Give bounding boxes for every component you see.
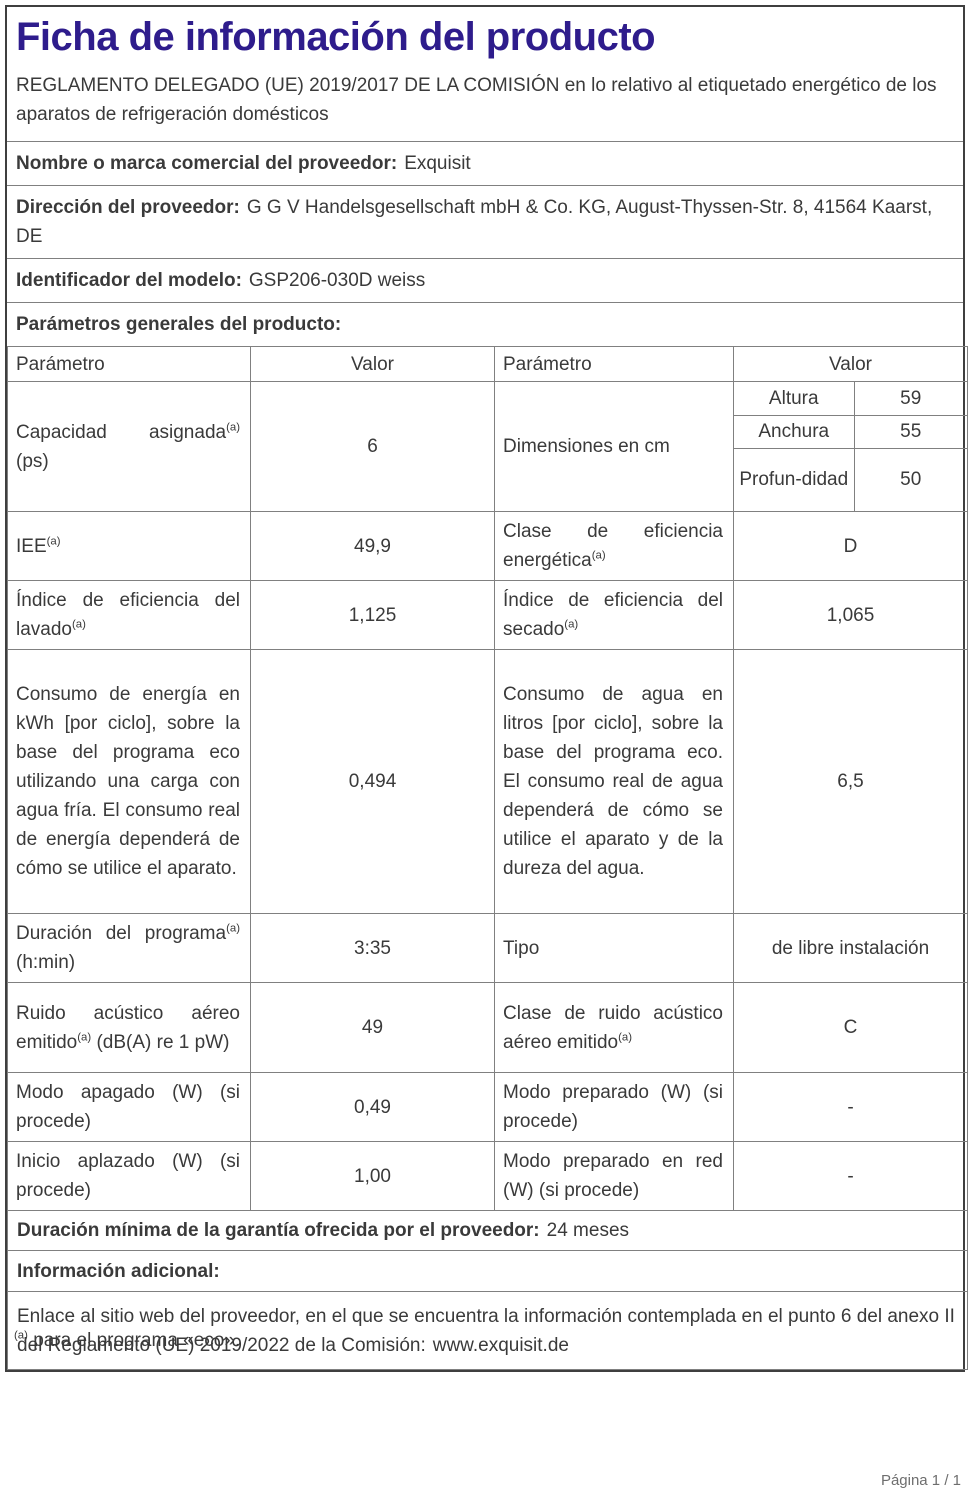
table-header-row: Parámetro Valor Parámetro Valor bbox=[7, 346, 968, 382]
value-cell: 1,00 bbox=[250, 1141, 495, 1211]
param-cell: Modo preparado (W) (si procede) bbox=[494, 1072, 734, 1142]
param-cell: Duración del programa(a) (h:min) bbox=[7, 913, 251, 983]
header-valor-1: Valor bbox=[250, 346, 495, 382]
model-identifier-label: Identificador del modelo: bbox=[16, 270, 242, 291]
value-cell: 49 bbox=[250, 982, 495, 1073]
document-frame: Ficha de información del producto REGLAM… bbox=[5, 5, 968, 1372]
footer-cell: Enlace al sitio web del proveedor, en el… bbox=[7, 1291, 968, 1370]
value-cell: 6 bbox=[250, 381, 495, 512]
value-cell: 1,065 bbox=[733, 580, 968, 650]
supplier-name-value: Exquisit bbox=[404, 153, 471, 174]
dimension-row: Profun-didad 50 bbox=[734, 447, 967, 511]
general-parameters-label: Parámetros generales del producto: bbox=[16, 314, 342, 335]
footnote: (a) para el programa «eco». bbox=[14, 1329, 241, 1351]
dimension-value: 50 bbox=[854, 447, 967, 511]
general-parameters-heading: Parámetros generales del producto: bbox=[7, 302, 963, 346]
supplier-name-row: Nombre o marca comercial del proveedor: E… bbox=[7, 141, 963, 185]
value-cell: 0,494 bbox=[250, 649, 495, 914]
dimension-row: Altura 59 bbox=[734, 382, 967, 415]
value-cell: - bbox=[733, 1141, 968, 1211]
param-cell: Dimensiones en cm bbox=[494, 381, 734, 512]
footer-row-label: Duración mínima de la garantía ofrecida … bbox=[17, 1220, 540, 1241]
page-title: Ficha de información del producto bbox=[16, 15, 656, 59]
dimension-value: 59 bbox=[900, 387, 922, 409]
value-cell: - bbox=[733, 1072, 968, 1142]
param-cell: Modo apagado (W) (si procede) bbox=[7, 1072, 251, 1142]
table-footer-row: Duración mínima de la garantía ofrecida … bbox=[7, 1210, 968, 1251]
value-cell: 0,49 bbox=[250, 1072, 495, 1142]
supplier-address-row: Dirección del proveedor: G G V Handelsges… bbox=[7, 185, 963, 258]
table-row: Inicio aplazado (W) (si procede) 1,00 Modo… bbox=[7, 1141, 968, 1211]
header-parametro-1: Parámetro bbox=[7, 346, 251, 382]
param-cell: Clase de eficiencia energética(a) bbox=[494, 511, 734, 581]
value-cell: 6,5 bbox=[733, 649, 968, 914]
regulation-text: REGLAMENTO DELEGADO (UE) 2019/2017 DE LA… bbox=[16, 75, 937, 125]
dimension-label: Profun-didad bbox=[734, 447, 855, 511]
param-cell: Consumo de agua en litros [por ciclo], s… bbox=[494, 649, 734, 914]
dimension-row: Anchura 55 bbox=[734, 414, 967, 448]
title-section: Ficha de información del producto REGLAM… bbox=[7, 7, 963, 141]
value-cell: de libre instalación bbox=[733, 913, 968, 983]
header-valor-2: Valor bbox=[733, 346, 968, 382]
model-identifier-value: GSP206-030D weiss bbox=[248, 270, 426, 291]
param-cell: Ruido acústico aéreo emitido(a) (dB(A) r… bbox=[7, 982, 251, 1073]
dimension-label: Anchura bbox=[734, 414, 855, 448]
table-row: Ruido acústico aéreo emitido(a) (dB(A) r… bbox=[7, 982, 968, 1073]
supplier-address-value: G G V Handelsgesellschaft mbH & Co. KG, … bbox=[16, 197, 933, 247]
parameters-table: Parámetro Valor Parámetro Valor Capacida… bbox=[7, 346, 968, 1370]
value-cell: 1,125 bbox=[250, 580, 495, 650]
dimensions-subtable: Altura 59 Anchura 55 Profun-didad 50 bbox=[734, 382, 967, 511]
value-cell: D bbox=[733, 511, 968, 581]
table-row: Modo apagado (W) (si procede) 0,49 Modo pr… bbox=[7, 1072, 968, 1142]
dimensions-cell: Altura 59 Anchura 55 Profun-didad 50 bbox=[733, 381, 968, 512]
footer-row-label: Información adicional: bbox=[17, 1260, 220, 1282]
param-cell: Clase de ruido acústico aéreo emitido(a) bbox=[494, 982, 734, 1073]
footer-row-text: Enlace al sitio web del proveedor, en el… bbox=[17, 1305, 955, 1356]
table-footer-row: Enlace al sitio web del proveedor, en el… bbox=[7, 1291, 968, 1370]
footer-row-value: www.exquisit.de bbox=[432, 1334, 569, 1356]
supplier-name-label: Nombre o marca comercial del proveedor: bbox=[16, 153, 398, 174]
param-cell: Capacidad asignada(a) (ps) bbox=[7, 381, 251, 512]
dimension-value: 55 bbox=[854, 414, 967, 448]
table-row: Índice de eficiencia del lavado(a) 1,125 Í… bbox=[7, 580, 968, 650]
model-identifier-row: Identificador del modelo: GSP206-030D wei… bbox=[7, 258, 963, 302]
table-row: Capacidad asignada(a) (ps) 6 Dimensiones e… bbox=[7, 381, 968, 512]
table-row: IEE(a) 49,9 Clase de eficiencia energética… bbox=[7, 511, 968, 581]
table-row: Consumo de energía en kWh [por ciclo], s… bbox=[7, 649, 968, 914]
param-cell: Tipo bbox=[494, 913, 734, 983]
param-cell: Índice de eficiencia del secado(a) bbox=[494, 580, 734, 650]
param-cell: Inicio aplazado (W) (si procede) bbox=[7, 1141, 251, 1211]
table-row: Duración del programa(a) (h:min) 3:35 Tipo… bbox=[7, 913, 968, 983]
supplier-address-label: Dirección del proveedor: bbox=[16, 197, 240, 218]
value-cell: 3:35 bbox=[250, 913, 495, 983]
header-parametro-2: Parámetro bbox=[494, 346, 734, 382]
table-footer-row: Información adicional: bbox=[7, 1250, 968, 1292]
footer-cell: Duración mínima de la garantía ofrecida … bbox=[7, 1210, 968, 1251]
param-cell: IEE(a) bbox=[7, 511, 251, 581]
value-cell: C bbox=[733, 982, 968, 1073]
page-number: Página 1 / 1 bbox=[880, 1472, 961, 1489]
footer-cell: Información adicional: bbox=[7, 1250, 968, 1292]
dimension-label: Altura bbox=[734, 382, 855, 415]
param-cell: Consumo de energía en kWh [por ciclo], s… bbox=[7, 649, 251, 914]
footer-row-value: 24 meses bbox=[546, 1220, 630, 1241]
param-cell: Índice de eficiencia del lavado(a) bbox=[7, 580, 251, 650]
param-cell: Modo preparado en red (W) (si procede) bbox=[494, 1141, 734, 1211]
value-cell: 49,9 bbox=[250, 511, 495, 581]
